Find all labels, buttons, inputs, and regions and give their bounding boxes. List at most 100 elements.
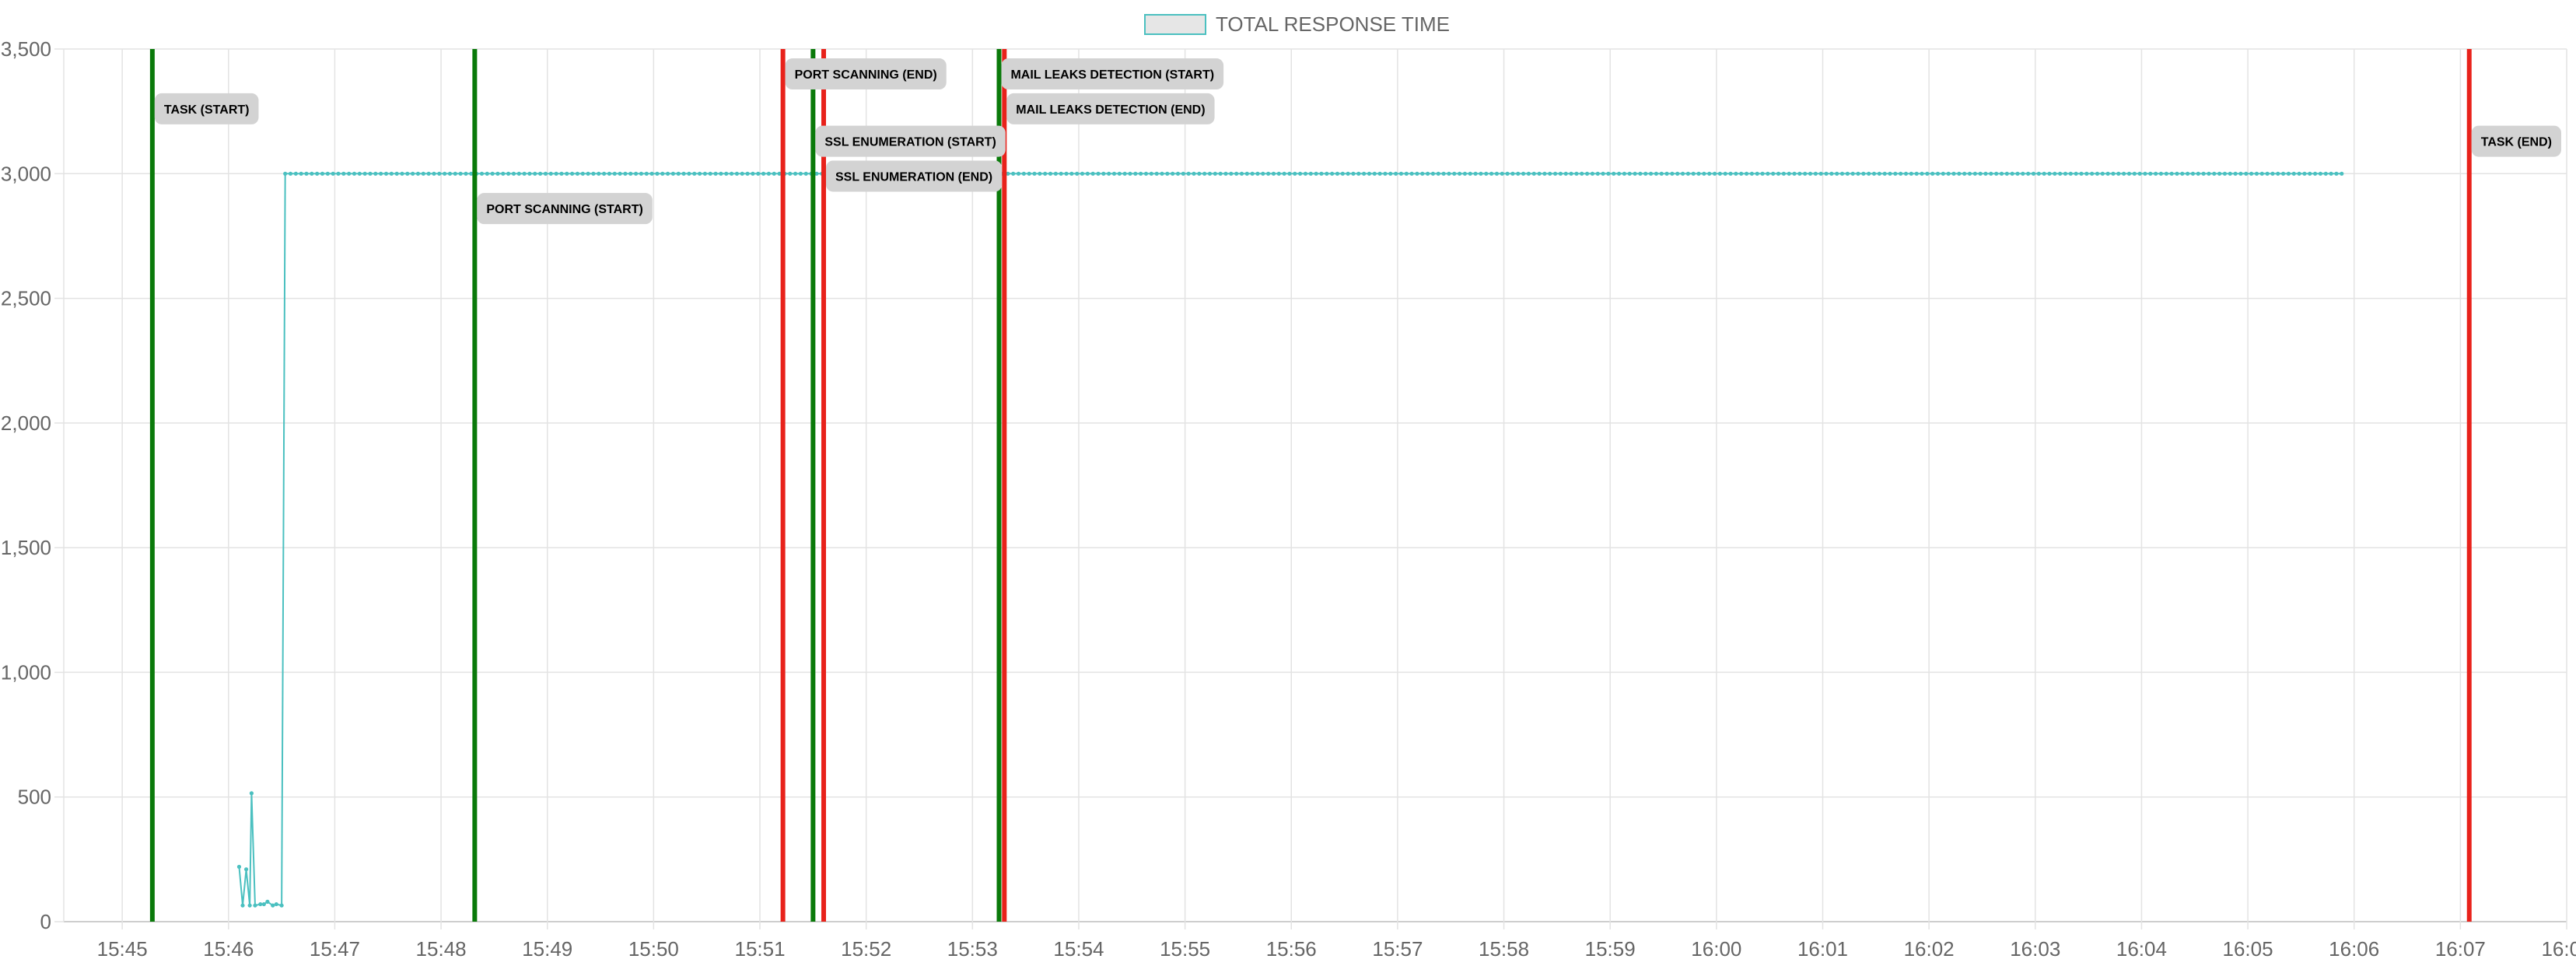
data-point[interactable] (1962, 171, 1967, 176)
data-point[interactable] (426, 171, 431, 176)
data-point[interactable] (1186, 171, 1191, 176)
data-point[interactable] (315, 171, 320, 176)
data-point[interactable] (379, 171, 383, 176)
data-point[interactable] (394, 171, 399, 176)
data-point[interactable] (2276, 171, 2280, 176)
data-point[interactable] (713, 171, 718, 176)
data-point[interactable] (1659, 171, 1664, 176)
data-point[interactable] (2249, 171, 2254, 176)
data-point[interactable] (1877, 171, 1881, 176)
data-point[interactable] (516, 171, 521, 176)
data-point[interactable] (341, 171, 346, 176)
data-point[interactable] (400, 171, 404, 176)
data-point[interactable] (469, 171, 474, 176)
data-point[interactable] (336, 171, 341, 176)
data-point[interactable] (2010, 171, 2014, 176)
data-point[interactable] (2286, 171, 2291, 176)
data-point[interactable] (2207, 171, 2211, 176)
data-point[interactable] (1346, 171, 1350, 176)
data-point[interactable] (1027, 171, 1031, 176)
data-point[interactable] (447, 171, 453, 176)
data-point[interactable] (1207, 171, 1213, 176)
data-point[interactable] (1404, 171, 1409, 176)
data-point[interactable] (1696, 171, 1701, 176)
data-point[interactable] (1903, 171, 1909, 176)
data-point[interactable] (2031, 171, 2036, 176)
data-point[interactable] (1760, 171, 1765, 176)
data-point[interactable] (1069, 171, 1074, 176)
legend[interactable]: TOTAL RESPONSE TIME (1144, 12, 1450, 36)
data-point[interactable] (618, 171, 622, 176)
data-point[interactable] (2154, 171, 2158, 176)
data-point[interactable] (1569, 171, 1573, 176)
data-point[interactable] (458, 171, 463, 176)
data-point[interactable] (283, 171, 288, 176)
data-point[interactable] (1563, 171, 1568, 176)
data-point[interactable] (1239, 171, 1244, 176)
data-point[interactable] (1680, 171, 1685, 176)
data-point[interactable] (1101, 171, 1106, 176)
data-point[interactable] (724, 171, 729, 176)
data-point[interactable] (2291, 171, 2296, 176)
data-point[interactable] (1143, 171, 1149, 176)
data-point[interactable] (1712, 171, 1717, 176)
data-point[interactable] (1813, 171, 1818, 176)
data-point[interactable] (362, 171, 367, 176)
data-point[interactable] (352, 171, 357, 176)
data-point[interactable] (2004, 171, 2009, 176)
data-point[interactable] (1356, 171, 1361, 176)
data-point[interactable] (1181, 171, 1185, 176)
data-point[interactable] (702, 171, 708, 176)
data-point[interactable] (1744, 171, 1749, 176)
data-point[interactable] (1808, 171, 1813, 176)
data-point[interactable] (1287, 171, 1292, 176)
data-point[interactable] (453, 171, 457, 176)
data-point[interactable] (1377, 171, 1382, 176)
data-point[interactable] (1771, 171, 1776, 176)
data-point[interactable] (2329, 171, 2333, 176)
data-point[interactable] (304, 171, 309, 176)
data-point[interactable] (1011, 171, 1016, 176)
data-point[interactable] (1972, 171, 1977, 176)
data-point[interactable] (575, 171, 580, 176)
data-point[interactable] (1505, 171, 1510, 176)
data-point[interactable] (548, 171, 553, 176)
data-point[interactable] (1552, 171, 1558, 176)
data-point[interactable] (1824, 171, 1829, 176)
data-point[interactable] (2201, 171, 2206, 176)
data-point[interactable] (559, 171, 564, 176)
data-point[interactable] (1850, 171, 1855, 176)
data-point[interactable] (740, 171, 744, 176)
data-point[interactable] (253, 903, 257, 908)
data-point[interactable] (1436, 171, 1440, 176)
data-point[interactable] (2238, 171, 2243, 176)
data-point[interactable] (681, 171, 686, 176)
data-point[interactable] (443, 171, 447, 176)
data-point[interactable] (1839, 171, 1845, 176)
data-point[interactable] (1867, 171, 1871, 176)
data-point[interactable] (772, 171, 776, 176)
data-point[interactable] (527, 171, 532, 176)
data-point[interactable] (2053, 171, 2057, 176)
data-point[interactable] (1516, 171, 1521, 176)
data-point[interactable] (2021, 171, 2025, 176)
data-point[interactable] (1654, 171, 1658, 176)
data-point[interactable] (485, 171, 489, 176)
data-point[interactable] (1685, 171, 1690, 176)
data-point[interactable] (2079, 171, 2084, 176)
data-point[interactable] (2143, 171, 2147, 176)
data-point[interactable] (803, 171, 808, 176)
data-point[interactable] (1154, 171, 1159, 176)
data-point[interactable] (1111, 171, 1117, 176)
data-point[interactable] (320, 171, 325, 176)
data-point[interactable] (1244, 171, 1249, 176)
data-point[interactable] (310, 171, 314, 176)
legend-label[interactable]: TOTAL RESPONSE TIME (1216, 12, 1450, 36)
data-point[interactable] (1845, 171, 1850, 176)
data-point[interactable] (2015, 171, 2020, 176)
data-point[interactable] (1133, 171, 1138, 176)
data-point[interactable] (1213, 171, 1217, 176)
data-point[interactable] (331, 171, 335, 176)
data-point[interactable] (2047, 171, 2052, 176)
data-point[interactable] (1351, 171, 1356, 176)
